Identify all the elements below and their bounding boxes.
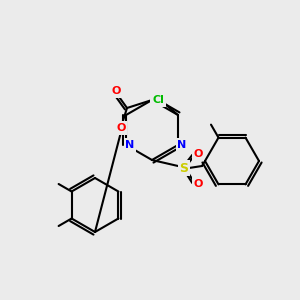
Text: O: O (193, 149, 203, 159)
Text: N: N (125, 140, 135, 150)
Text: O: O (116, 123, 126, 133)
Text: S: S (179, 161, 188, 175)
Text: O: O (193, 179, 203, 189)
Text: O: O (111, 86, 121, 96)
Text: Cl: Cl (152, 95, 164, 105)
Text: N: N (177, 140, 187, 150)
